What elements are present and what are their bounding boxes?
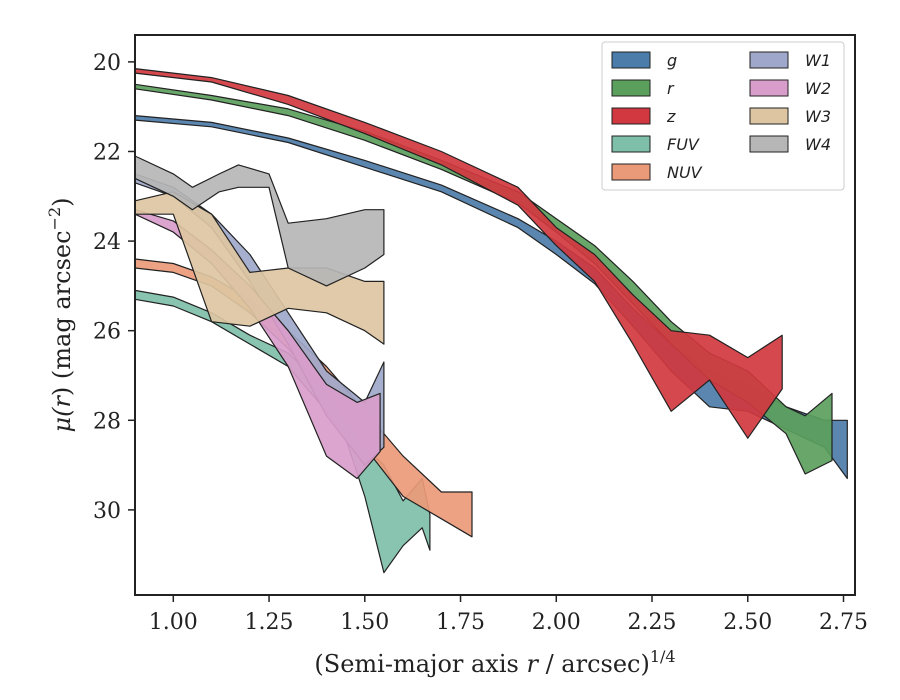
series-z-band: [134, 67, 783, 439]
legend-label: g: [667, 51, 677, 70]
legend-entry-w4: W4: [749, 135, 831, 154]
y-tick-label: 30: [93, 499, 121, 524]
legend-swatch: [749, 79, 789, 97]
legend-swatch: [611, 51, 651, 69]
legend-label: W1: [805, 51, 831, 70]
legend-entry-z: z: [611, 107, 676, 126]
x-tick-label: 1.50: [340, 610, 389, 635]
legend-entry-fuv: FUV: [611, 135, 700, 154]
y-tick-label: 28: [93, 409, 121, 434]
legend-label: W3: [805, 107, 831, 126]
series-w3-band: [134, 191, 385, 345]
legend-swatch: [611, 135, 651, 153]
x-tick-label: 1.25: [245, 610, 294, 635]
legend-label: z: [666, 107, 676, 126]
x-axis-ticks: 1.00 1.25 1.50 1.75 2.00 2.25 2.50 2.75: [149, 595, 868, 635]
x-tick-label: 2.25: [628, 610, 677, 635]
plot-frame: [134, 34, 856, 596]
legend-entry-w3: W3: [749, 107, 831, 126]
series-w4-band: [134, 155, 385, 287]
y-axis-ticks: 20 22 24 26 28 30: [93, 51, 135, 524]
y-tick-label: 26: [93, 320, 121, 345]
legend-entry-nuv: NUV: [611, 163, 703, 182]
legend-label: r: [667, 79, 675, 98]
series-g-band: [134, 114, 848, 480]
y-tick-label: 24: [93, 230, 121, 255]
legend-entry-w1: W1: [749, 51, 831, 70]
series-areas: [134, 67, 848, 574]
legend-label: W2: [805, 79, 831, 98]
y-axis-label: μ(r) (mag arcsec−2): [45, 197, 76, 432]
y-tick-label: 20: [93, 51, 121, 76]
legend-label: FUV: [667, 135, 700, 154]
x-tick-label: 2.50: [723, 610, 772, 635]
x-tick-label: 1.75: [436, 610, 485, 635]
legend-swatch: [611, 79, 651, 97]
legend-swatch: [749, 135, 789, 153]
legend-label: NUV: [667, 163, 703, 182]
legend-swatch: [611, 107, 651, 125]
legend-swatch: [749, 51, 789, 69]
legend-swatch: [749, 107, 789, 125]
x-tick-label: 2.00: [532, 610, 581, 635]
x-tick-label: 2.75: [819, 610, 868, 635]
legend-label: W4: [805, 135, 831, 154]
x-tick-label: 1.00: [149, 610, 198, 635]
legend-entry-w2: W2: [749, 79, 831, 98]
legend-swatch: [611, 163, 651, 181]
legend-box: [601, 41, 845, 191]
y-tick-label: 22: [93, 140, 121, 165]
legend-entry-r: r: [611, 79, 675, 98]
legend-entry-g: g: [611, 51, 677, 70]
x-axis-label: (Semi-major axis r / arcsec)1/4: [314, 647, 675, 678]
legend: grz FUV NUV W1 W2 W3 W4: [601, 41, 845, 191]
